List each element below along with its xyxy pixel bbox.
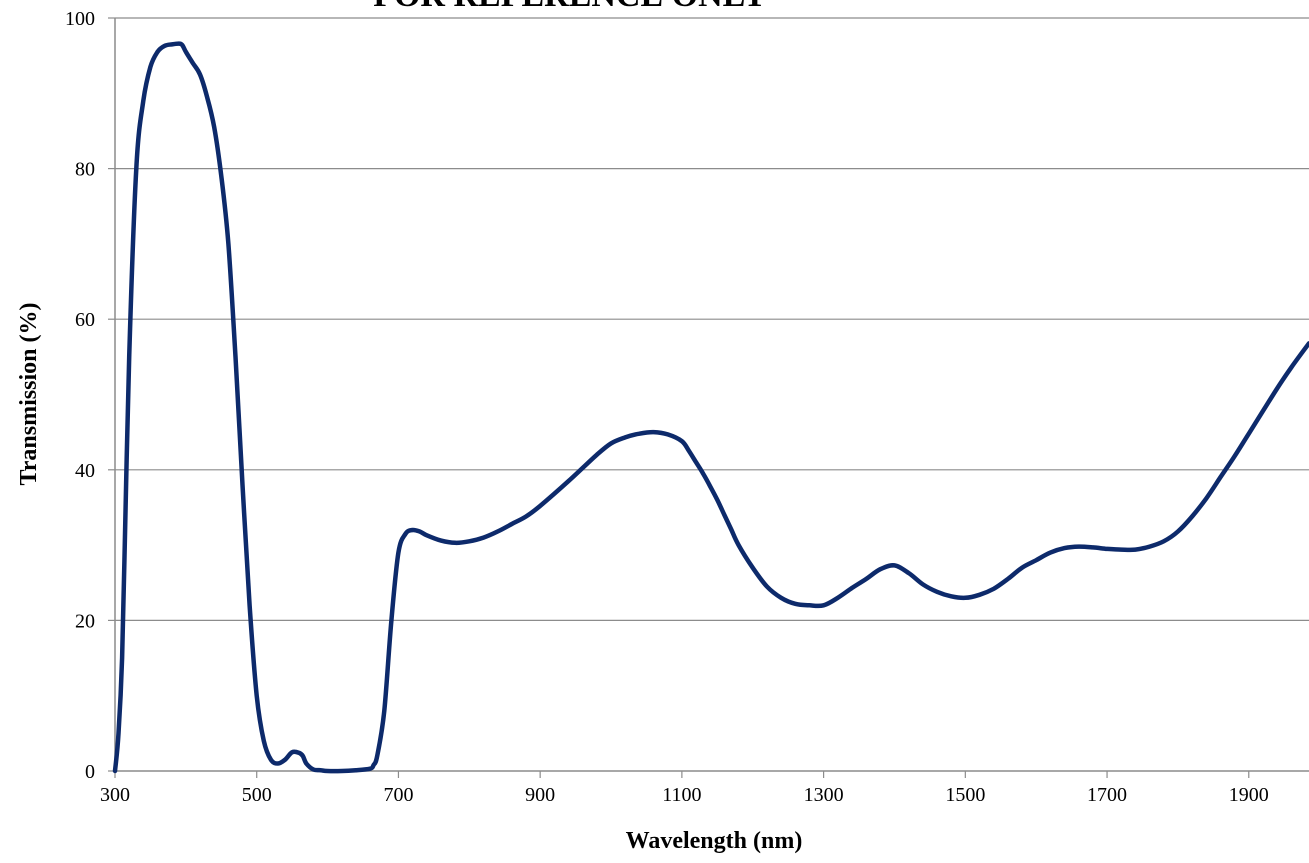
y-tick-label-80: 80 bbox=[75, 159, 95, 181]
x-tick-label-1700: 1700 bbox=[1087, 784, 1127, 806]
y-tick-label-60: 60 bbox=[75, 309, 95, 331]
y-tick-label-100: 100 bbox=[65, 8, 95, 30]
x-tick-label-1900: 1900 bbox=[1229, 784, 1269, 806]
x-tick-label-1100: 1100 bbox=[662, 784, 701, 806]
x-tick-label-900: 900 bbox=[525, 784, 555, 806]
x-tick-label-1500: 1500 bbox=[945, 784, 985, 806]
x-tick-label-700: 700 bbox=[383, 784, 413, 806]
gridlines bbox=[115, 17, 1309, 622]
watermark-text: FOR REFERENCE ONLY bbox=[373, 0, 767, 14]
x-tick-label-1300: 1300 bbox=[804, 784, 844, 806]
x-axis-title: Wavelength (nm) bbox=[626, 828, 803, 854]
series-line-transmission bbox=[112, 41, 1309, 774]
x-tick-label-500: 500 bbox=[242, 784, 272, 806]
y-tick-label-0: 0 bbox=[85, 761, 95, 783]
y-tick-label-40: 40 bbox=[75, 460, 95, 482]
axes bbox=[114, 18, 1309, 772]
y-tick-labels: 0 20 40 60 80 100 bbox=[65, 8, 115, 783]
y-axis-title: Transmission (%) bbox=[16, 303, 42, 486]
x-tick-labels: 300 500 700 900 1100 1300 1500 1700 1900 bbox=[100, 771, 1269, 806]
x-tick-label-300: 300 bbox=[100, 784, 130, 806]
y-tick-label-20: 20 bbox=[75, 610, 95, 632]
